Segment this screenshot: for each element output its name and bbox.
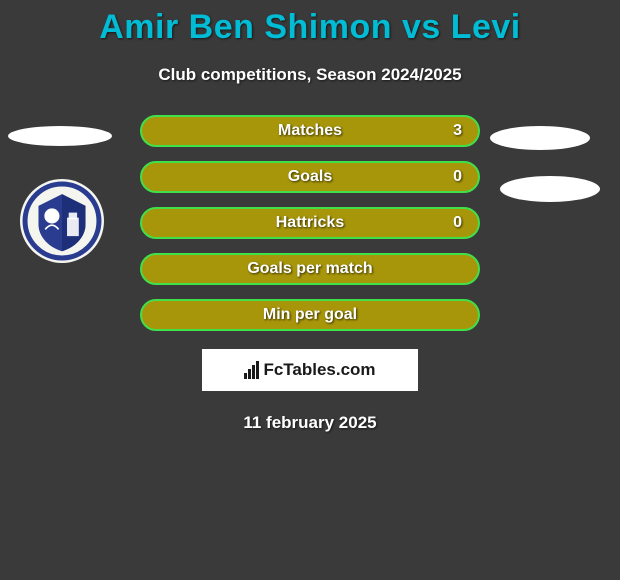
page-title: Amir Ben Shimon vs Levi: [0, 0, 620, 47]
stat-label: Goals: [288, 168, 332, 186]
placeholder-oval: [490, 126, 590, 150]
fctables-label: FcTables.com: [263, 360, 375, 380]
placeholder-oval: [500, 176, 600, 202]
stat-row: Hattricks 0: [140, 207, 480, 239]
placeholder-oval: [8, 126, 112, 146]
date-text: 11 february 2025: [0, 413, 620, 433]
club-badge: [20, 179, 104, 263]
stat-row: Goals 0: [140, 161, 480, 193]
stat-label: Goals per match: [247, 260, 372, 278]
club-badge-svg: [20, 179, 104, 263]
subtitle: Club competitions, Season 2024/2025: [0, 65, 620, 85]
stat-label: Min per goal: [263, 306, 357, 324]
stat-row: Matches 3: [140, 115, 480, 147]
stat-row: Min per goal: [140, 299, 480, 331]
stat-label: Hattricks: [276, 214, 344, 232]
stat-label: Matches: [278, 122, 342, 140]
stat-row: Goals per match: [140, 253, 480, 285]
stat-value: 0: [453, 168, 462, 186]
chart-icon: [244, 361, 259, 379]
fctables-watermark: FcTables.com: [202, 349, 418, 391]
stat-value: 0: [453, 214, 462, 232]
stat-value: 3: [453, 122, 462, 140]
